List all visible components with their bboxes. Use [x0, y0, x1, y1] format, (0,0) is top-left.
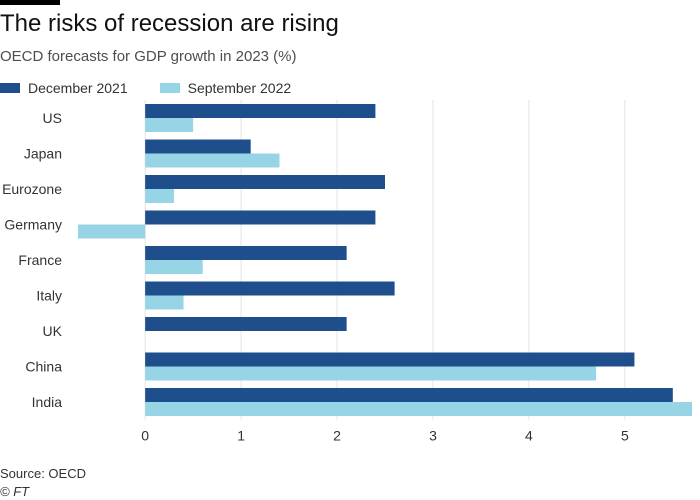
bar-italy-sep-2022	[145, 295, 184, 310]
legend-swatch-dec-2021	[0, 83, 20, 93]
bar-france-sep-2022	[145, 260, 203, 274]
x-tick-label-3: 3	[429, 428, 437, 444]
bar-us-sep-2022	[145, 118, 194, 132]
chart-subtitle: OECD forecasts for GDP growth in 2023 (%…	[0, 48, 297, 65]
bar-india-sep-2022	[145, 402, 692, 416]
bar-japan-sep-2022	[145, 153, 280, 168]
bar-china-dec-2021	[145, 352, 635, 367]
x-tick-label-5: 5	[621, 428, 629, 444]
x-tick-label-2: 2	[333, 428, 341, 444]
category-label-germany: Germany	[4, 216, 62, 232]
legend-label-dec-2021: December 2021	[28, 80, 128, 96]
bar-china-sep-2022	[145, 366, 597, 381]
category-label-uk: UK	[43, 323, 63, 339]
bar-france-dec-2021	[145, 246, 347, 260]
x-tick-label-4: 4	[525, 428, 533, 444]
bar-germany-dec-2021	[145, 210, 376, 225]
bar-us-dec-2021	[145, 104, 376, 118]
legend-swatch-sep-2022	[159, 83, 180, 93]
legend-item-dec-2021: December 2021	[0, 80, 128, 96]
bar-chart: 0 1 2 3 4 5 US Japan Eurozone Germany France Italy U…	[2, 100, 692, 444]
x-tick-label-0: 0	[141, 428, 149, 444]
bar-italy-dec-2021	[145, 281, 395, 296]
category-label-japan: Japan	[24, 145, 62, 161]
bar-eurozone-sep-2022	[145, 189, 174, 203]
chart-title: The risks of recession are rising	[0, 10, 339, 37]
bar-japan-dec-2021	[145, 139, 251, 154]
copyright-note: © FT	[0, 484, 30, 499]
legend-item-sep-2022: September 2022	[159, 80, 292, 96]
category-label-china: China	[25, 358, 62, 374]
legend-label-sep-2022: September 2022	[187, 80, 292, 96]
legend: December 2021 September 2022	[0, 78, 323, 98]
category-label-india: India	[32, 394, 63, 410]
bar-uk-dec-2021	[145, 317, 347, 331]
bar-india-dec-2021	[145, 388, 673, 402]
bar-eurozone-dec-2021	[145, 175, 385, 189]
x-tick-label-1: 1	[237, 428, 245, 444]
category-label-france: France	[18, 252, 62, 268]
category-label-us: US	[43, 110, 62, 126]
category-label-italy: Italy	[36, 287, 62, 303]
source-note: Source: OECD	[0, 466, 86, 481]
category-label-eurozone: Eurozone	[2, 181, 62, 197]
top-rule	[0, 0, 60, 5]
bar-germany-sep-2022	[78, 224, 146, 239]
